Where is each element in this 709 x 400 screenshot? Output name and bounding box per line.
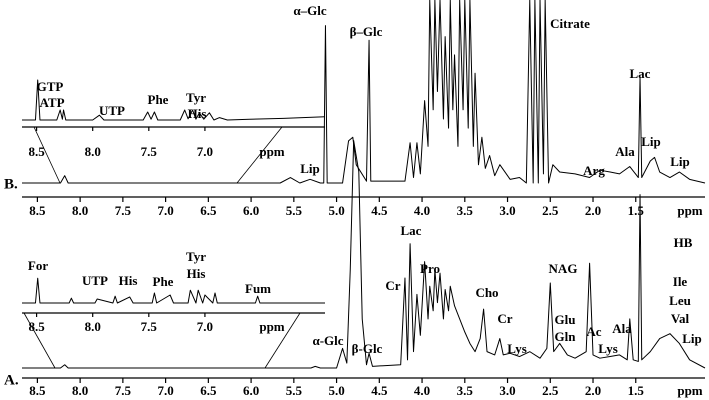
x-tick-label: 6.5 (200, 203, 217, 218)
x-tick-label: 7.5 (141, 144, 158, 159)
peak-annotation: Cr (497, 311, 512, 326)
peak-annotation: α-Glc (312, 333, 343, 348)
x-tick-label: 3.0 (499, 203, 515, 218)
x-tick-label: 3.0 (499, 383, 515, 398)
peak-annotation: Phe (148, 92, 169, 107)
peak-annotation: Phe (153, 274, 174, 289)
x-tick-label: 3.5 (457, 203, 474, 218)
peak-annotation: For (28, 258, 48, 273)
peak-annotation: His (187, 266, 206, 281)
zoom-line (236, 126, 283, 184)
x-tick-label: 5.0 (328, 203, 344, 218)
x-tick-label: 1.5 (628, 203, 645, 218)
x-tick-label: 4.0 (414, 383, 430, 398)
spectrum (22, 79, 326, 121)
x-tick-label: 7.0 (157, 383, 173, 398)
x-tick-label: 2.0 (585, 383, 601, 398)
x-tick-label: 3.5 (457, 383, 474, 398)
x-tick-label: 2.0 (585, 203, 601, 218)
x-tick-label: 7.5 (115, 203, 132, 218)
peak-annotation: Fum (245, 281, 271, 296)
x-tick-label: 5.0 (328, 383, 344, 398)
peak-annotation: Ala (612, 321, 632, 336)
x-tick-label: 8.5 (29, 203, 46, 218)
spectrum (22, 277, 325, 304)
x-tick-label: 7.0 (157, 203, 173, 218)
peak-annotation: Tyr (186, 249, 206, 264)
peak-annotation: His (188, 106, 207, 121)
peak-annotation: Lac (630, 66, 651, 81)
peak-annotation: Citrate (550, 16, 590, 31)
x-tick-label: 8.0 (72, 203, 88, 218)
panel-label: A. (4, 372, 19, 388)
spectrum (22, 0, 706, 184)
peak-annotation: Cr (385, 278, 400, 293)
zoom-line (264, 312, 301, 369)
peak-annotation: β–Glc (350, 24, 383, 39)
peak-annotation: Gln (555, 329, 577, 344)
peak-annotation: Lip (641, 134, 661, 149)
peak-annotation: HB (674, 235, 693, 250)
x-axis-label: ppm (677, 383, 702, 398)
peak-annotation: UTP (82, 273, 108, 288)
x-tick-label: 8.0 (72, 383, 88, 398)
peak-annotation: ATP (39, 95, 64, 110)
x-tick-label: 8.5 (29, 383, 46, 398)
x-tick-label: 6.5 (200, 383, 217, 398)
peak-annotation: Lys (598, 341, 618, 356)
peak-annotation: Lip (682, 331, 702, 346)
x-tick-label: 8.0 (85, 319, 101, 334)
x-axis-label: ppm (259, 144, 284, 159)
x-tick-label: 2.5 (542, 383, 559, 398)
x-tick-label: 4.0 (414, 203, 430, 218)
x-tick-label: 6.0 (243, 203, 259, 218)
peak-annotation: Ile (673, 274, 688, 289)
x-axis-label: ppm (259, 319, 284, 334)
peak-annotation: Leu (669, 293, 691, 308)
peak-annotation: NAG (549, 261, 578, 276)
x-tick-label: 8.0 (85, 144, 101, 159)
x-tick-label: 8.5 (28, 319, 45, 334)
x-tick-label: 8.5 (28, 144, 45, 159)
peak-annotation: Arg (583, 163, 605, 178)
peak-annotation: β-Glc (352, 341, 383, 356)
x-tick-label: 5.5 (286, 383, 303, 398)
x-tick-label: 4.5 (371, 383, 388, 398)
x-tick-label: 7.5 (141, 319, 158, 334)
peak-annotation: Val (671, 311, 690, 326)
peak-annotation: Glu (555, 312, 576, 327)
zoom-line (33, 126, 61, 184)
x-tick-label: 6.0 (243, 383, 259, 398)
peak-annotation: UTP (99, 103, 125, 118)
peak-annotation: Lac (401, 223, 422, 238)
peak-annotation: Pro (420, 261, 440, 276)
peak-annotation: Tyr (186, 90, 206, 105)
x-axis-label: ppm (677, 203, 702, 218)
peak-annotation: Lys (507, 341, 527, 356)
peak-annotation: Lip (300, 161, 320, 176)
peak-annotation: Lip (670, 154, 690, 169)
peak-annotation: GTP (37, 79, 64, 94)
x-tick-label: 7.5 (115, 383, 132, 398)
x-tick-label: 1.5 (628, 383, 645, 398)
spectrum (22, 140, 706, 369)
panel-label: B. (4, 176, 18, 192)
peak-annotation: His (119, 273, 138, 288)
x-tick-label: 2.5 (542, 203, 559, 218)
x-tick-label: 7.0 (197, 144, 213, 159)
x-tick-label: 5.5 (286, 203, 303, 218)
x-tick-label: 7.0 (197, 319, 213, 334)
peak-annotation: Cho (475, 285, 498, 300)
zoom-line (23, 312, 56, 369)
peak-annotation: α–Glc (293, 3, 326, 18)
peak-annotation: Ac (586, 324, 601, 339)
x-tick-label: 4.5 (371, 203, 388, 218)
peak-annotation: Ala (615, 144, 635, 159)
